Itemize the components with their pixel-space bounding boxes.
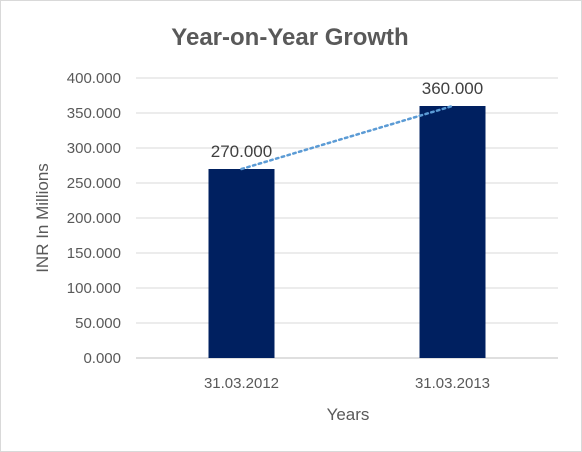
y-tick-label: 0.000	[83, 350, 121, 367]
y-axis-title: INR In Millions	[33, 163, 52, 273]
x-tick-label: 31.03.2013	[415, 375, 490, 392]
data-labels: 270.000 360.000	[211, 79, 483, 161]
y-tick-label: 50.000	[75, 315, 121, 332]
y-tick-label: 250.000	[67, 175, 121, 192]
bar	[419, 106, 486, 358]
y-tick-label: 150.000	[67, 245, 121, 262]
data-label: 270.000	[211, 142, 272, 161]
y-tick-label: 100.000	[67, 280, 121, 297]
y-tick-label: 300.000	[67, 140, 121, 157]
bar	[208, 169, 275, 358]
chart-title: Year-on-Year Growth	[171, 24, 408, 51]
trendline-segment	[240, 104, 454, 171]
trendline	[240, 104, 454, 171]
x-axis-ticks: 31.03.2012 31.03.2013	[204, 375, 490, 392]
y-tick-label: 350.000	[67, 105, 121, 122]
data-label: 360.000	[422, 79, 483, 98]
y-axis-ticks: 0.000 50.000 100.000 150.000 200.000 250.000 3…	[67, 70, 121, 367]
gridlines	[136, 77, 558, 359]
bars	[208, 106, 486, 358]
y-tick-label: 400.000	[67, 70, 121, 87]
y-tick-label: 200.000	[67, 210, 121, 227]
x-axis-title: Years	[327, 405, 370, 424]
x-tick-label: 31.03.2012	[204, 375, 279, 392]
